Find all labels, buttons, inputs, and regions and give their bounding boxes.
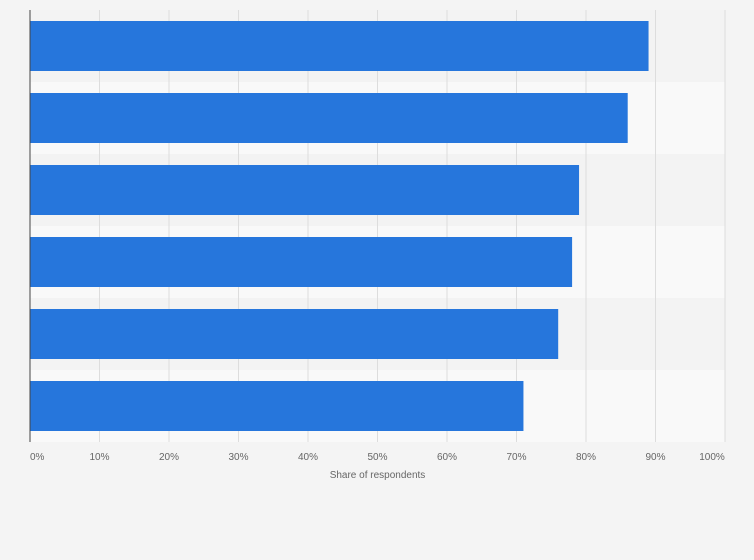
bar bbox=[30, 93, 628, 143]
bar bbox=[30, 381, 524, 431]
x-tick-label: 60% bbox=[437, 452, 457, 463]
x-tick-label: 70% bbox=[506, 452, 526, 463]
x-tick-label: 80% bbox=[576, 452, 596, 463]
x-tick-label: 30% bbox=[228, 452, 248, 463]
x-tick-labels: 0% 10% 20% 30% 40% 50% 60% 70% 80% 90% 100% bbox=[30, 452, 725, 463]
x-axis-title: Share of respondents bbox=[330, 470, 426, 481]
bars bbox=[30, 21, 649, 431]
bar bbox=[30, 237, 573, 287]
bar bbox=[30, 309, 559, 359]
x-tick-label: 20% bbox=[159, 452, 179, 463]
x-tick-label: 0% bbox=[30, 452, 45, 463]
x-tick-label: 40% bbox=[298, 452, 318, 463]
x-tick-label: 100% bbox=[699, 452, 725, 463]
x-tick-label: 90% bbox=[645, 452, 665, 463]
bar bbox=[30, 165, 580, 215]
x-tick-label: 10% bbox=[89, 452, 109, 463]
x-tick-label: 50% bbox=[367, 452, 387, 463]
bar bbox=[30, 21, 649, 71]
